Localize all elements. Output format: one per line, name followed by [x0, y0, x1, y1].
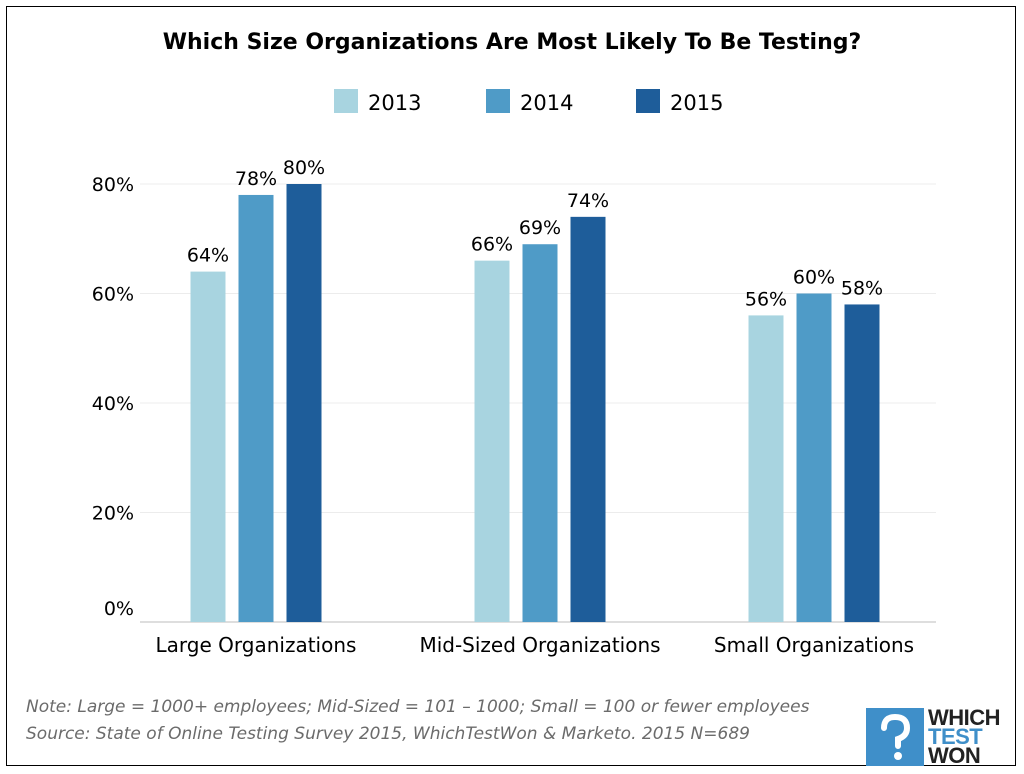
logo-mark-icon — [866, 708, 924, 766]
y-tick-label-20: 20% — [92, 503, 134, 525]
bar-large-organizations-2013 — [190, 271, 226, 622]
legend-swatch-2014 — [486, 89, 510, 113]
legend-label-2014: 2014 — [520, 91, 573, 115]
logo-wordmark: WHICH TEST WON — [928, 705, 1001, 768]
legend-label-2013: 2013 — [368, 91, 421, 115]
data-label-small-organizations-2013: 56% — [745, 288, 787, 310]
bar-small-organizations-2013 — [748, 315, 784, 622]
x-tick-label-mid-sized-organizations: Mid-Sized Organizations — [419, 633, 660, 657]
bar-small-organizations-2015 — [844, 304, 880, 622]
x-tick-label-small-organizations: Small Organizations — [714, 633, 914, 657]
data-label-large-organizations-2015: 80% — [283, 157, 325, 179]
data-label-mid-sized-organizations-2014: 69% — [519, 217, 561, 239]
y-tick-label-80: 80% — [92, 174, 134, 196]
data-label-large-organizations-2014: 78% — [235, 168, 277, 190]
y-tick-label-0: 0% — [104, 598, 134, 620]
y-tick-label-40: 40% — [92, 393, 134, 415]
data-label-mid-sized-organizations-2015: 74% — [567, 190, 609, 212]
logo-word-test: TEST — [928, 724, 983, 749]
bar-mid-sized-organizations-2013 — [474, 260, 510, 622]
y-tick-label-60: 60% — [92, 284, 134, 306]
bar-mid-sized-organizations-2014 — [522, 244, 558, 622]
bar-large-organizations-2015 — [286, 184, 322, 622]
data-label-mid-sized-organizations-2013: 66% — [471, 234, 513, 256]
legend-swatch-2015 — [636, 89, 660, 113]
data-label-small-organizations-2015: 58% — [841, 277, 883, 299]
legend-swatch-2013 — [334, 89, 358, 113]
footnote-definitions: Note: Large = 1000+ employees; Mid-Sized… — [26, 697, 810, 717]
whichtestwon-logo: WHICH TEST WON — [866, 705, 1018, 770]
logo-word-which: WHICH — [928, 705, 1001, 730]
bar-mid-sized-organizations-2015 — [570, 216, 606, 622]
data-label-small-organizations-2014: 60% — [793, 267, 835, 289]
bar-small-organizations-2014 — [796, 293, 832, 622]
legend-label-2015: 2015 — [670, 91, 723, 115]
x-tick-label-large-organizations: Large Organizations — [156, 633, 357, 657]
data-label-large-organizations-2013: 64% — [187, 245, 229, 267]
bar-chart: Which Size Organizations Are Most Likely… — [92, 30, 936, 657]
footnote-source: Source: State of Online Testing Survey 2… — [26, 724, 750, 744]
chart-title: Which Size Organizations Are Most Likely… — [163, 30, 862, 55]
logo-word-won: WON — [928, 743, 981, 768]
bar-large-organizations-2014 — [238, 194, 274, 622]
